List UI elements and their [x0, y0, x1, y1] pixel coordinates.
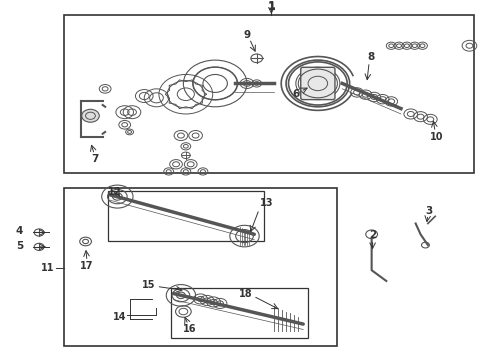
Text: 7: 7: [91, 154, 99, 164]
Text: 18: 18: [239, 289, 252, 298]
Text: 1: 1: [267, 1, 275, 11]
Text: 9: 9: [243, 30, 250, 40]
Bar: [63, 188, 337, 346]
Text: 4: 4: [16, 226, 23, 237]
Text: 14: 14: [113, 312, 126, 322]
Text: 16: 16: [182, 324, 196, 334]
Text: 11: 11: [41, 264, 55, 273]
Text: 6: 6: [292, 89, 299, 99]
Text: 3: 3: [425, 206, 432, 216]
Text: 17: 17: [80, 261, 94, 271]
Text: 2: 2: [368, 230, 375, 240]
Text: 12: 12: [108, 187, 122, 197]
Bar: [63, 15, 473, 173]
Circle shape: [81, 109, 99, 122]
FancyBboxPatch shape: [300, 67, 334, 100]
Text: 10: 10: [429, 132, 443, 141]
Text: 5: 5: [16, 241, 23, 251]
Text: 1: 1: [267, 2, 275, 12]
Bar: [107, 191, 264, 242]
Text: 15: 15: [142, 280, 156, 290]
Bar: [171, 288, 307, 338]
Text: 13: 13: [259, 198, 273, 208]
Text: 8: 8: [366, 52, 373, 62]
